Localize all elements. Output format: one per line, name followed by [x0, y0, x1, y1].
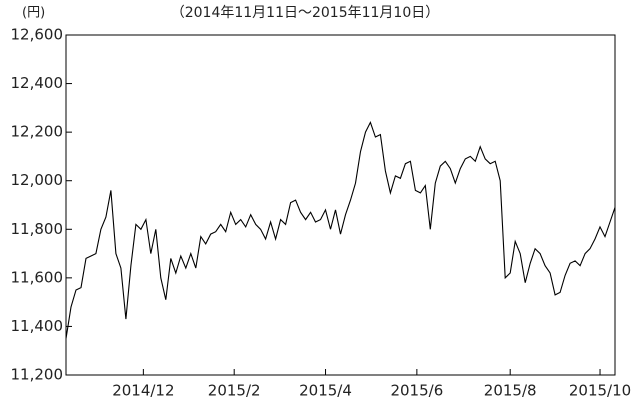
y-tick-label: 12,200 — [11, 123, 64, 141]
y-tick-label: 11,800 — [11, 220, 64, 238]
x-tick-label: 2015/6 — [390, 382, 443, 400]
x-tick-label: 2015/10 — [569, 382, 631, 400]
y-tick-label: 11,400 — [11, 317, 64, 335]
plot-frame — [65, 34, 616, 376]
y-tick-label: 12,400 — [11, 74, 64, 92]
line-series — [65, 120, 616, 339]
unit-label: (円) — [22, 6, 45, 21]
x-tick-label: 2015/4 — [299, 382, 352, 400]
x-tick-label: 2015/8 — [484, 382, 537, 400]
y-tick-label: 11,200 — [11, 366, 64, 384]
y-tick-label: 11,600 — [11, 268, 64, 286]
x-tick-label: 2014/12 — [112, 382, 174, 400]
subtitle: （2014年11月11日～2015年11月10日） — [171, 5, 440, 21]
x-tick-label: 2015/2 — [208, 382, 261, 400]
y-tick-label: 12,600 — [11, 26, 64, 44]
y-tick-label: 12,000 — [11, 171, 64, 189]
